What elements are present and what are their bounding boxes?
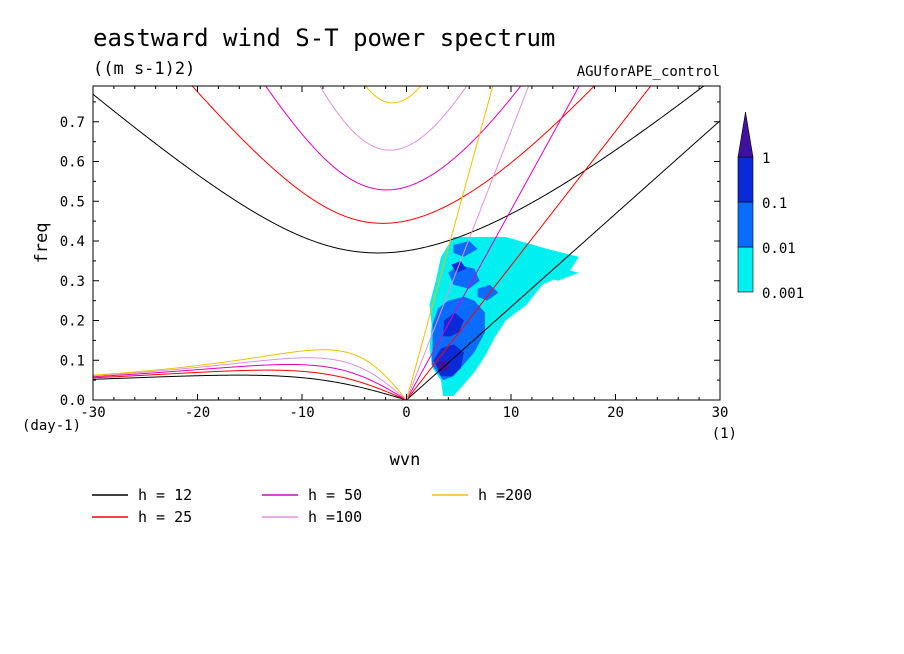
dispersion-curves [93,86,720,400]
kelvin-curve-h50 [406,86,580,400]
rossby-curve-h100 [93,357,406,400]
contour-0.001-patch-1 [514,249,548,269]
gravity-curve-h50 [265,86,522,191]
chart-units: ((m s-1)2) [93,59,195,79]
plot-area [93,86,720,400]
legend-label-h25: h = 25 [138,508,192,526]
kelvin-curve-h25 [406,86,652,400]
legend-label-h12: h = 12 [138,486,192,504]
gravity-curve-h200 [364,86,422,104]
colorbar-max-triangle [737,111,754,158]
experiment-label: AGUforAPE_control [577,64,720,80]
x-tick-label: 10 [503,405,520,421]
legend-label-h50: h = 50 [308,486,362,504]
y-unit-label: (day-1) [22,418,81,434]
rossby-curve-h200 [93,349,406,400]
y-tick-label: 0.6 [60,155,85,171]
x-tick-label: 0 [402,405,410,421]
kelvin-curve-h12 [406,120,720,400]
y-tick-label: 0.0 [60,393,85,409]
colorbar-label: 0.001 [762,286,804,302]
y-axis-label: freq [32,223,52,264]
legend: h = 12 h = 25 h = 50 h =100 h =200 [92,486,532,526]
x-unit-label: (1) [712,426,737,442]
plot-frame [92,85,721,401]
x-tick-label: -20 [185,405,210,421]
axis-ticks: -30 -20 -10 0 10 20 30 0.0 0.1 0.2 0.3 0.4 0.5 0.6 0.7 [60,86,729,421]
gravity-curve-h100 [319,86,468,151]
colorbar-band [737,246,754,293]
contour-0.1-patch-1 [443,312,464,337]
colorbar-label: 0.01 [762,241,796,257]
contour-0.001-patch-2 [542,264,579,281]
y-tick-label: 0.2 [60,314,85,330]
gravity-curve-h12 [93,86,705,254]
colorbar-label: 1 [762,151,770,167]
kelvin-curve-h100 [406,86,530,400]
y-tick-label: 0.3 [60,274,85,290]
y-tick-label: 0.7 [60,115,85,131]
y-tick-label: 0.1 [60,353,85,369]
legend-label-h200: h =200 [478,486,532,504]
chart-title: eastward wind S-T power spectrum [93,24,555,52]
x-tick-label: -30 [80,405,105,421]
x-tick-label: -10 [289,405,314,421]
colorbar-band [737,156,754,203]
y-tick-label: 0.4 [60,234,85,250]
rossby-curve-h12 [93,374,406,400]
colorbar: 0.001 0.01 0.1 1 [737,111,804,302]
colorbar-band [737,201,754,248]
x-tick-label: 30 [712,405,729,421]
legend-label-h100: h =100 [308,508,362,526]
colorbar-label: 0.1 [762,196,787,212]
rossby-curve-h25 [93,369,406,400]
contour-1-patch-0 [436,360,450,372]
y-tick-label: 0.5 [60,194,85,210]
rossby-curve-h50 [93,363,406,400]
kelvin-curve-h200 [406,86,494,400]
x-axis-label: wvn [390,450,421,470]
power-contours [429,237,579,396]
x-tick-label: 20 [607,405,624,421]
